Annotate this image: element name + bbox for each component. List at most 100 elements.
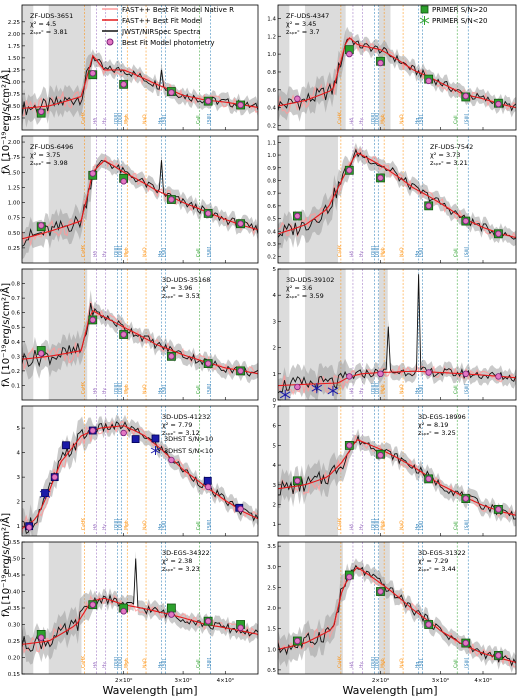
model-line (278, 36, 516, 109)
chi2-label: χ² = 4.5 (30, 20, 56, 28)
galaxy-id: 3D-UDS-39102 (286, 276, 334, 284)
y-tick-label: 1.4 (267, 16, 276, 22)
y-tick-label: 0.35 (8, 606, 21, 612)
x-tick-label: 4×10⁰ (217, 677, 235, 684)
spectral-line-label: [OIII] (374, 113, 380, 124)
spectral-line-label: [SII] (161, 115, 167, 124)
y-tick-label: 4 (273, 293, 277, 299)
galaxy-id: 3D-UDS-41232 (162, 413, 210, 421)
spectral-line-label: NaD (142, 384, 148, 394)
phot-marker (425, 77, 432, 85)
spectral-line-label: [OIII] (374, 246, 380, 257)
y-tick-label: 3 (17, 475, 21, 481)
phot-marker (294, 383, 301, 391)
primer-marker (166, 603, 176, 613)
phot-marker (204, 483, 212, 491)
legend-native-label: FAST++ Best Fit Model Native R (122, 6, 234, 14)
model-line (278, 152, 516, 239)
model-line (278, 439, 516, 516)
spectral-line-label: CaII (196, 248, 202, 257)
spectral-line-label: Hδ (349, 662, 355, 668)
spectral-line-label: Hδ (349, 524, 355, 530)
native-model-line (278, 146, 516, 238)
spectrum-error-band (278, 269, 516, 400)
phot-marker (495, 652, 502, 659)
y-tick-label: 0.5 (11, 325, 20, 331)
legend-primer-low-marker (419, 16, 430, 25)
x-tick-label: 3×10⁰ (174, 677, 192, 684)
shaded-region (48, 269, 88, 400)
phot-marker (89, 316, 96, 324)
panel-frame (21, 135, 259, 264)
shaded-region (379, 542, 390, 674)
dhst-low-marker (311, 383, 323, 394)
legend-3dhst: 3DHST S/N>10 3DHST S/N<10 (150, 434, 213, 455)
phot-marker (168, 196, 175, 203)
y-tick-label: 0.2 (267, 124, 276, 130)
spectral-line-label: [OIII] (114, 519, 120, 530)
y-tick-label: 0.20 (8, 656, 21, 662)
y-tick-label: 2 (17, 500, 21, 506)
spectral-line-label: [OIII] (117, 113, 123, 124)
shaded-region (22, 5, 34, 130)
spectral-line-label: Mgb (123, 247, 129, 257)
y-tick-label: 0.25 (8, 639, 21, 645)
y-tick-label: 0.30 (8, 623, 21, 629)
y-tick-label: 7 (273, 404, 277, 410)
spectral-line-label: Hγ (358, 524, 364, 530)
spectrum-error-band (278, 142, 516, 251)
spectral-line-label: Hα (158, 118, 164, 124)
panel-3D-UDS-41232: CaHK Hδ Hγ [OIII][OIII] Mgb NaD Hα[SII] CaII [SI… (17, 405, 259, 537)
panel-frame (21, 4, 259, 131)
phot-marker (168, 89, 175, 96)
y-axis-label-bottom: fλ [10⁻¹⁹erg/s/cm²/Å] (0, 513, 12, 617)
phot-marker (346, 167, 353, 174)
spectral-line-label: CaHK (337, 381, 343, 394)
model-line (22, 54, 258, 109)
panel-3D-EGS-18996: CaHK Hδ Hγ [OIII][OIII] Mgb NaD Hα[SII] CaII [SI… (273, 404, 517, 537)
spectral-line-label: CaHK (80, 244, 86, 257)
legend-primer-low-label: PRIMER S/N<20 (432, 17, 488, 25)
y-tick-label: 1 (273, 522, 277, 528)
chi2-label: χ² = 3.75 (30, 151, 60, 159)
panel-frame (21, 268, 259, 401)
phot-marker (38, 350, 45, 357)
shaded-region (278, 542, 290, 674)
spectral-line-label: Hα (158, 662, 164, 668)
spectral-line-label: [SII] (161, 521, 167, 530)
phot-marker (294, 212, 301, 220)
legend-primer: PRIMER S/N>20 PRIMER S/N<20 (419, 5, 488, 25)
phot-marker (168, 353, 175, 360)
spectrum-error-band (22, 414, 258, 536)
panel-3D-EGS-34322: CaHK Hδ Hγ [OIII][OIII] Mgb NaD Hα[SII] CaII [SI… (8, 540, 259, 684)
dhst-marker (62, 441, 70, 450)
legend-model-label: FAST++ Best Fit Model (122, 17, 202, 25)
dhst-marker (131, 435, 140, 444)
y-tick-label: 4 (273, 463, 277, 469)
spectrum-error-band (22, 153, 258, 260)
phot-marker (38, 108, 45, 115)
y-tick-label: 5 (17, 426, 21, 432)
phot-marker (462, 370, 469, 377)
spectral-line-label: [OIII] (370, 519, 376, 530)
spectral-line-label: CaHK (337, 111, 343, 124)
spectral-line-label: NaD (142, 114, 148, 124)
y-tick-label: 0.8 (267, 70, 276, 76)
phot-marker (237, 220, 244, 227)
y-tick-label: 0.6 (267, 204, 276, 210)
panel-frame (277, 268, 517, 401)
chi2-label: χ² = 3.45 (286, 20, 316, 28)
panel-plot-area: CaHK Hδ Hγ [OIII][OIII] Mgb NaD Hα[SII] CaII [SI… (22, 542, 258, 674)
shaded-region (22, 269, 34, 400)
panel-frame (277, 405, 517, 537)
panel-plot-area: CaHK Hδ Hγ [OIII][OIII] Mgb NaD Hα[SII] CaII [SI… (22, 5, 258, 130)
spectral-line-label: Hγ (102, 388, 108, 394)
shaded-region (278, 406, 290, 536)
spectral-line-label: NaD (142, 658, 148, 668)
phot-marker (294, 95, 301, 102)
spectral-line-label: CaHK (337, 517, 343, 530)
x-tick-label: 4×10⁰ (474, 677, 492, 684)
phot-marker (346, 50, 353, 58)
phot-marker (120, 178, 127, 185)
spectral-line-label: CaHK (80, 381, 86, 394)
